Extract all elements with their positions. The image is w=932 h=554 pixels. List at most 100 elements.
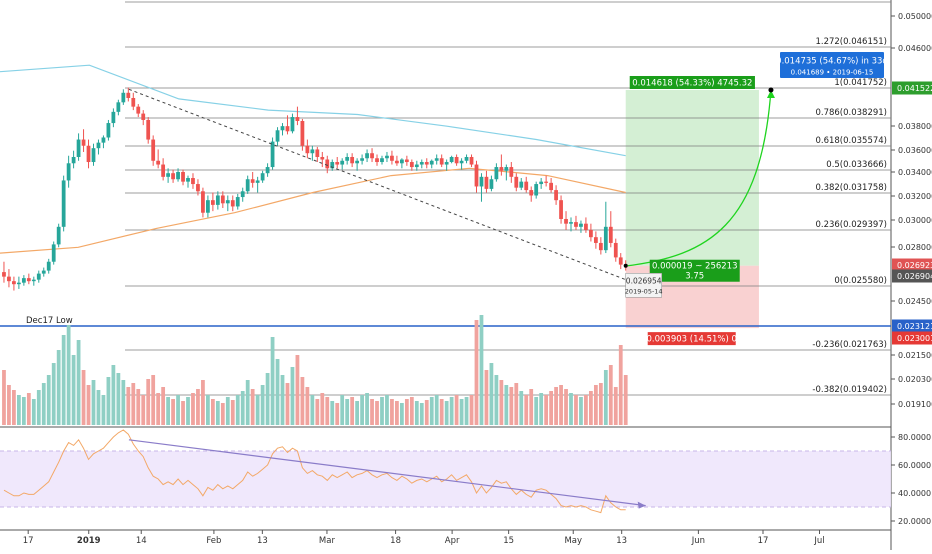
drawings[interactable]: 0.014618 (54.33%) 4745.32 0.000019 ~ 2562… (128, 52, 888, 346)
volume-bar (419, 403, 424, 425)
candle-body (26, 278, 31, 282)
candle-body (449, 156, 454, 163)
candle-body (21, 278, 26, 283)
projection-label-2: 0.041689 • 2019-06-15 (791, 69, 874, 77)
volume-bar (2, 370, 6, 425)
time-tick-label: 15 (503, 536, 514, 546)
candle-body (385, 155, 389, 159)
volume-bar (549, 391, 553, 425)
volume-bar (255, 395, 260, 425)
volume-bar (479, 315, 484, 425)
candle-body (300, 120, 305, 146)
volume-bar (350, 397, 355, 425)
candle-body (350, 156, 355, 164)
volume-bar (141, 395, 146, 425)
volume-bar (56, 350, 61, 425)
price-label: 0.041522 (897, 84, 932, 93)
candle-body (61, 180, 66, 227)
volume-bar (250, 389, 255, 425)
candlestick-series (2, 87, 628, 291)
volume-bar (156, 393, 161, 425)
candle-body (56, 226, 61, 245)
volume-bar (295, 355, 300, 425)
projection-arrow-head (766, 89, 775, 98)
time-tick-label: Mar (319, 536, 336, 546)
fib-level-label: -0.236(0.021763) (812, 340, 887, 350)
volume-bar (196, 389, 200, 425)
candle-body (569, 222, 573, 224)
candle-body (390, 155, 394, 161)
volume-bar (220, 403, 225, 425)
price-label-box (892, 258, 932, 272)
volume-bar (335, 403, 340, 425)
volume-bar (245, 380, 250, 425)
candle-body (504, 167, 509, 171)
volume-bar (370, 399, 374, 425)
fib-level-label: 0.382(0.031758) (815, 183, 887, 193)
volume-bar (121, 380, 126, 425)
volume-bar (514, 383, 519, 425)
candle-body (409, 162, 414, 168)
fib-level-label: 0.5(0.033666) (826, 160, 887, 170)
volume-bar (559, 385, 563, 425)
candle-body (280, 126, 285, 131)
volume-bar (300, 377, 305, 425)
candle-body (151, 139, 156, 161)
candle-body (46, 261, 51, 271)
volume-bar (310, 395, 315, 425)
volume-bar (111, 365, 116, 425)
fib-level-label: 1.272(0.046151) (815, 37, 887, 47)
volume-bar (230, 400, 235, 425)
candle-body (191, 178, 195, 185)
candle-body (285, 126, 290, 132)
candle-body (16, 282, 21, 285)
candle-body (171, 173, 175, 180)
candle-body (454, 156, 459, 164)
volume-bar (444, 401, 449, 425)
volume-bar (539, 393, 544, 425)
candle-body (529, 190, 534, 196)
candle-body (240, 191, 245, 198)
price-tag: 0.026954 (626, 276, 662, 285)
fib-level-label: -0.382(0.019402) (812, 385, 887, 395)
volume-bar (598, 383, 603, 425)
volume-bar (191, 393, 195, 425)
projection-label-1: 0.014735 (54.67%) in 33d (776, 57, 888, 67)
volume-bar (459, 399, 464, 425)
candle-body (459, 160, 464, 164)
candle-body (489, 179, 494, 189)
fibonacci-retracement[interactable]: 1.272(0.046151) 1(0.041752) 0.786(0.038291… (0, 1, 891, 396)
candle-body (380, 158, 384, 163)
volume-bar (569, 393, 573, 425)
volume-bar (131, 383, 136, 425)
volume-bar (66, 325, 71, 425)
candle-body (36, 273, 41, 280)
time-axis[interactable]: 17 2019 14 Feb 13 Mar 18 Apr 15 May 13 Jun 17 Jul (23, 530, 825, 546)
candle-body (196, 184, 200, 192)
candle-body (181, 172, 185, 182)
candle-body (310, 149, 315, 154)
ma-medium-line (0, 167, 626, 254)
candle-body (534, 184, 539, 196)
volume-bar (136, 389, 141, 425)
fib-level-label: 0.786(0.038291) (815, 108, 887, 118)
support-line-label: Dec17 Low (26, 316, 73, 326)
volume-bar (186, 397, 190, 425)
volume-bar (325, 397, 330, 425)
volume-bar (623, 375, 628, 425)
volume-bar (499, 380, 504, 425)
candle-body (106, 123, 111, 138)
candle-body (315, 149, 320, 157)
candle-body (524, 181, 529, 191)
volume-bar (504, 385, 509, 425)
price-label: 0.023001 (897, 334, 932, 343)
candle-body (574, 222, 578, 227)
